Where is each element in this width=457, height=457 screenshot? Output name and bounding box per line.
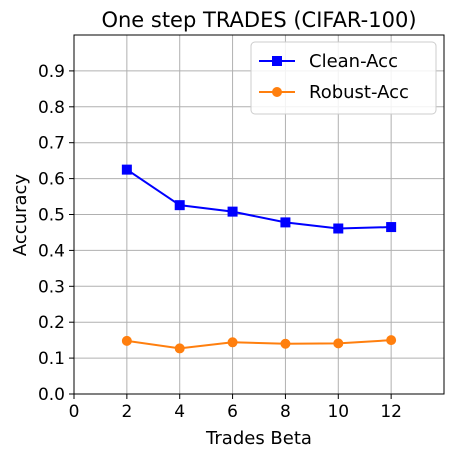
clean-acc-point (227, 206, 238, 217)
legend-box (250, 41, 437, 115)
y-tick-label: 0.2 (38, 313, 65, 333)
chart-title: One step TRADES (CIFAR-100) (101, 8, 416, 32)
clean-acc-series (121, 164, 397, 234)
y-tick-label: 0.6 (38, 170, 65, 190)
x-axis-ticks: 0 2 4 6 8 10 12 (69, 394, 402, 422)
series-layer (121, 164, 397, 354)
y-tick-label: 0.4 (38, 241, 65, 261)
y-tick-label: 0.5 (38, 206, 65, 226)
robust-acc-point (333, 338, 344, 349)
x-tick-label: 4 (174, 402, 185, 422)
legend-label: Robust-Acc (309, 82, 409, 103)
x-tick-label: 10 (327, 402, 349, 422)
x-tick-label: 8 (280, 402, 291, 422)
robust-acc-point (121, 335, 132, 346)
legend-swatch-marker (272, 56, 282, 66)
legend-swatch-marker (272, 87, 282, 97)
y-axis-label: Accuracy (10, 174, 31, 257)
x-tick-label: 6 (227, 402, 238, 422)
legend-item-robust-acc: Robust-Acc (259, 82, 409, 103)
robust-acc-point (227, 337, 238, 348)
clean-acc-point (280, 217, 291, 228)
robust-acc-series (121, 335, 397, 354)
legend: Clean-Acc Robust-Acc (250, 41, 437, 115)
x-axis-label: Trades Beta (205, 428, 312, 449)
legend-label: Clean-Acc (309, 51, 398, 72)
clean-acc-point (386, 222, 397, 233)
robust-acc-line (126, 339, 392, 350)
legend-item-clean-acc: Clean-Acc (259, 51, 398, 72)
x-tick-label: 2 (121, 402, 132, 422)
y-tick-label: 0.9 (38, 62, 65, 82)
y-tick-label: 0.1 (38, 349, 65, 369)
clean-acc-point (333, 223, 344, 234)
y-tick-label: 0.7 (38, 134, 65, 154)
y-axis-ticks: 0.0 0.1 0.2 0.3 0.4 0.5 0.6 0.7 0.8 0.9 (38, 62, 74, 405)
robust-acc-point (280, 338, 291, 349)
x-tick-label: 12 (380, 402, 402, 422)
y-tick-label: 0.8 (38, 98, 65, 118)
clean-acc-point (174, 200, 185, 211)
x-tick-label: 0 (69, 402, 80, 422)
robust-acc-point (386, 335, 397, 346)
clean-acc-line (126, 168, 392, 230)
clean-acc-point (121, 164, 132, 175)
y-tick-label: 0.0 (38, 385, 65, 405)
robust-acc-point (174, 343, 185, 354)
y-tick-label: 0.3 (38, 277, 65, 297)
